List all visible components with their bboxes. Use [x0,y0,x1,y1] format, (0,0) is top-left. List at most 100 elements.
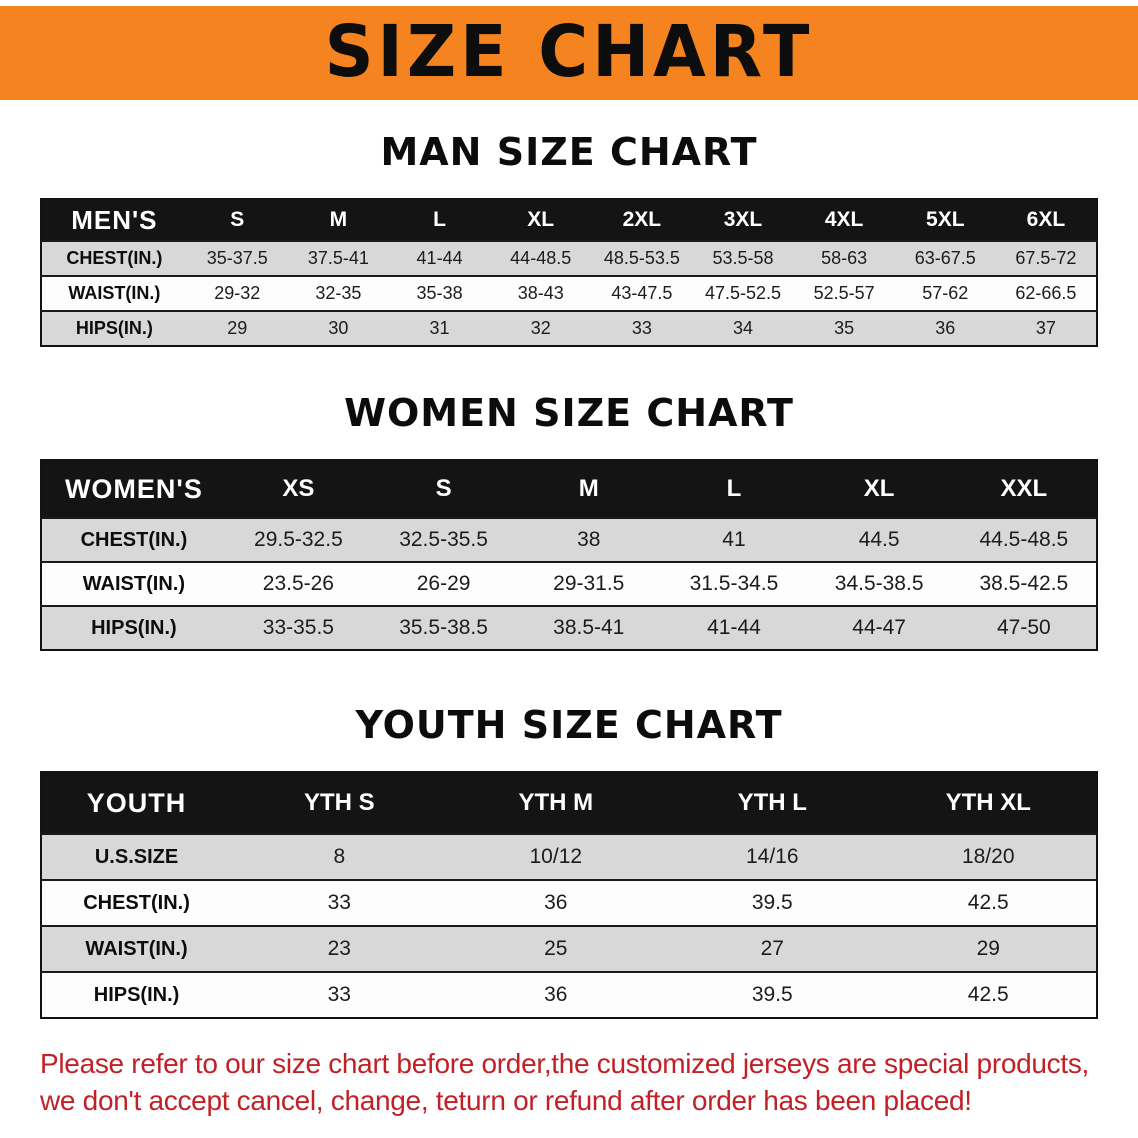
size-value-cell: 38.5-42.5 [979,572,1069,595]
size-column-header: S [230,208,245,231]
section-men: MAN SIZE CHART MEN'S S M L XL 2XL 3XL 4XL 5XL 6XL… [0,130,1138,347]
measurement-row: HIPS(IN.) 33 36 39.5 42.5 [41,972,1097,1018]
table-title-cell: YOUTH [86,787,187,818]
measurement-row: CHEST(IN.) 33 36 39.5 42.5 [41,880,1097,926]
size-column-header: L [433,208,446,231]
size-value-cell: 36 [544,983,568,1006]
measurement-row: U.S.SIZE 8 10/12 14/16 18/20 [41,834,1097,880]
size-value-cell: 34 [732,318,753,338]
size-column-header: L [726,475,742,502]
size-value-cell: 37.5-41 [307,248,369,268]
page-title: SIZE CHART [324,11,814,94]
table-title-cell: WOMEN'S [64,473,203,504]
measurement-row: HIPS(IN.) 29 30 31 32 33 34 35 36 37 [41,311,1097,346]
measurement-row: CHEST(IN.) 35-37.5 37.5-41 41-44 44-48.5 48.5… [41,241,1097,276]
size-value-cell: 33 [327,891,351,914]
size-value-cell: 44.5-48.5 [979,528,1069,551]
measurement-row: WAIST(IN.) 23.5-26 26-29 29-31.5 31.5-34.5 34… [41,562,1097,606]
size-column-header: 2XL [622,208,662,231]
row-label: U.S.SIZE [94,845,179,868]
size-value-cell: 29-31.5 [553,572,625,595]
size-value-cell: 41 [722,528,746,551]
size-value-cell: 39.5 [751,891,793,914]
size-value-cell: 29-32 [214,283,261,303]
size-value-cell: 25 [544,937,568,960]
men-size-table: MEN'S S M L XL 2XL 3XL 4XL 5XL 6XL CHEST(IN.) 35-37… [40,198,1098,347]
size-value-cell: 27 [760,937,784,960]
size-value-cell: 32 [530,318,551,338]
size-value-cell: 31 [429,318,450,338]
size-value-cell: 53.5-58 [712,248,774,268]
row-label: HIPS(IN.) [93,983,180,1006]
section-women: WOMEN SIZE CHART WOMEN'S XS S M L XL XXL CHEST(… [0,391,1138,651]
size-value-cell: 34.5-38.5 [834,572,924,595]
women-section-heading: WOMEN SIZE CHART [344,391,794,435]
size-value-cell: 29 [976,937,1000,960]
size-value-cell: 39.5 [751,983,793,1006]
men-section-heading: MAN SIZE CHART [380,130,758,174]
size-value-cell: 57-62 [922,283,969,303]
size-column-header: 4XL [824,208,864,231]
size-value-cell: 33-35.5 [262,616,334,639]
size-column-header: XXL [1000,475,1048,502]
table-header-row: MEN'S S M L XL 2XL 3XL 4XL 5XL 6XL [41,199,1097,241]
disclaimer-line: Please refer to our size chart before or… [40,1048,1090,1079]
size-value-cell: 41-44 [707,616,761,639]
row-label: WAIST(IN.) [82,572,185,595]
size-value-cell: 32-35 [315,283,362,303]
size-value-cell: 43-47.5 [611,283,673,303]
size-column-header: M [329,208,348,231]
size-column-header: XL [863,475,895,502]
row-label: HIPS(IN.) [75,318,153,338]
size-value-cell: 35-38 [416,283,463,303]
size-value-cell: 36 [544,891,568,914]
measurement-row: WAIST(IN.) 29-32 32-35 35-38 38-43 43-47.5 47.… [41,276,1097,311]
size-column-header: 3XL [723,208,763,231]
size-value-cell: 23.5-26 [262,572,334,595]
size-value-cell: 30 [328,318,349,338]
size-value-cell: 67.5-72 [1015,248,1077,268]
row-label: CHEST(IN.) [83,891,190,914]
size-value-cell: 44-47 [852,616,906,639]
size-value-cell: 33 [327,983,351,1006]
row-label: WAIST(IN.) [68,283,161,303]
size-value-cell: 36 [935,318,956,338]
size-value-cell: 23 [327,937,351,960]
table-header-row: YOUTH YTH S YTH M YTH L YTH XL [41,772,1097,834]
size-value-cell: 38.5-41 [553,616,625,639]
size-value-cell: 29 [227,318,248,338]
size-value-cell: 35 [834,318,855,338]
youth-section-heading: YOUTH SIZE CHART [355,703,783,747]
size-chart-page: SIZE CHART MAN SIZE CHART MEN'S S M L XL 2XL 3… [0,6,1138,1138]
size-value-cell: 44-48.5 [510,248,572,268]
section-youth: YOUTH SIZE CHART YOUTH YTH S YTH M YTH L YTH… [0,703,1138,1019]
women-size-table: WOMEN'S XS S M L XL XXL CHEST(IN.) 29.5-32.5 32.5… [40,459,1098,651]
size-column-header: XL [527,208,555,231]
size-value-cell: 35-37.5 [206,248,268,268]
size-column-header: YTH M [518,789,594,816]
measurement-row: CHEST(IN.) 29.5-32.5 32.5-35.5 38 41 44.5 44.5… [41,518,1097,562]
size-column-header: YTH XL [945,789,1031,816]
size-value-cell: 47.5-52.5 [704,283,782,303]
size-column-header: XS [282,475,315,502]
row-label: HIPS(IN.) [91,616,177,639]
size-value-cell: 48.5-53.5 [603,248,680,268]
youth-size-table: YOUTH YTH S YTH M YTH L YTH XL U.S.SIZE 8 10/12… [40,771,1098,1019]
size-value-cell: 52.5-57 [813,283,875,303]
row-label: CHEST(IN.) [66,248,163,268]
size-value-cell: 10/12 [529,845,583,868]
size-value-cell: 62-66.5 [1015,283,1077,303]
size-value-cell: 14/16 [745,845,799,868]
table-title-cell: MEN'S [71,204,158,235]
row-label: WAIST(IN.) [85,937,188,960]
size-value-cell: 31.5-34.5 [689,572,779,595]
size-column-header: 6XL [1026,208,1066,231]
row-label: CHEST(IN.) [80,528,188,551]
size-column-header: M [578,475,599,502]
size-value-cell: 42.5 [967,983,1009,1006]
size-value-cell: 41-44 [416,248,463,268]
size-value-cell: 8 [333,845,346,868]
size-value-cell: 47-50 [997,616,1051,639]
size-column-header: YTH S [303,789,375,816]
size-value-cell: 26-29 [416,572,471,595]
